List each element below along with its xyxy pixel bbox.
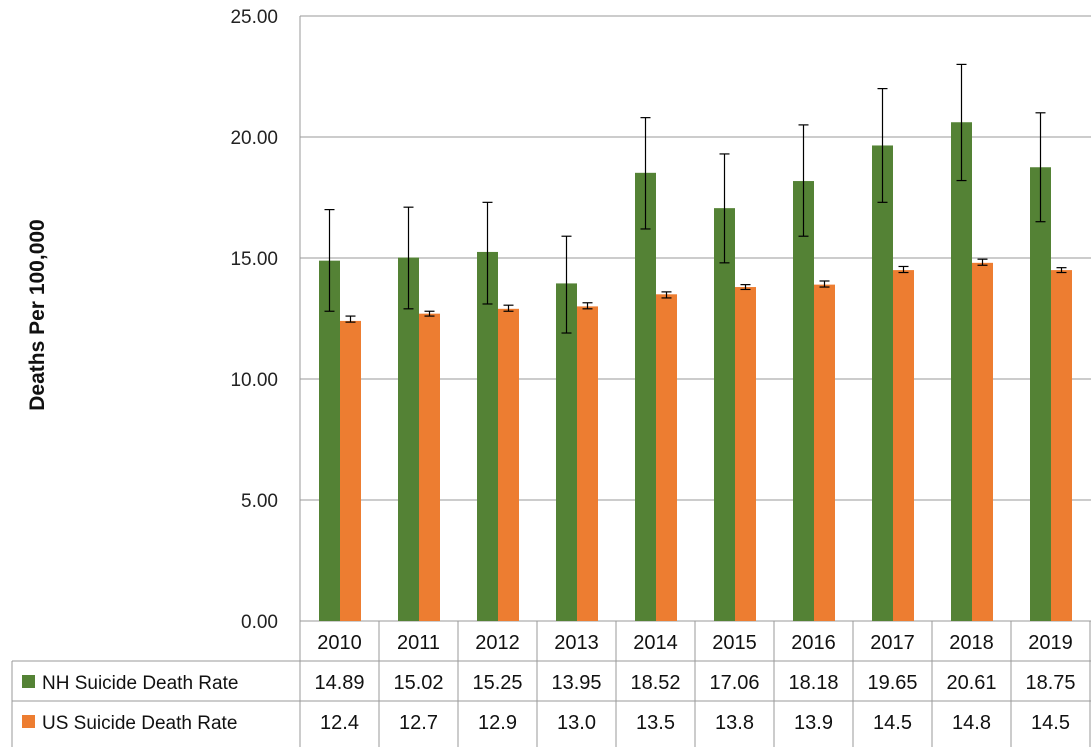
- x-tick-label: 2010: [317, 632, 362, 654]
- us-bar-2014: [656, 294, 677, 621]
- data-label: 18.52: [630, 672, 680, 694]
- error-bars: [324, 63, 1067, 334]
- nh-bar-2018: [951, 122, 972, 621]
- bars: [319, 122, 1072, 622]
- nh-bar-2016: [793, 181, 814, 621]
- x-tick-label: 2019: [1028, 632, 1073, 654]
- nh-bar-2019: [1030, 167, 1051, 621]
- legend-label: US Suicide Death Rate: [42, 713, 237, 734]
- nh-bar-2012: [477, 251, 498, 621]
- data-label: 14.89: [314, 672, 364, 694]
- us-bar-2013: [577, 306, 598, 621]
- data-label: 12.9: [478, 712, 517, 734]
- data-label: 13.0: [557, 712, 596, 734]
- legend-swatch: [22, 675, 35, 688]
- us-bar-2010: [340, 320, 361, 621]
- data-label: 20.61: [946, 672, 996, 694]
- x-tick-label: 2018: [949, 632, 994, 654]
- x-tick-label: 2014: [633, 632, 678, 654]
- nh-bar-2011: [398, 257, 419, 621]
- us-bar-2019: [1051, 270, 1072, 621]
- x-tick-label: 2016: [791, 632, 836, 654]
- us-bar-2018: [972, 262, 993, 621]
- nh-bar-2017: [872, 145, 893, 621]
- data-label: 12.7: [399, 712, 438, 734]
- data-label: 19.65: [867, 672, 917, 694]
- x-tick-label: 2012: [475, 632, 520, 654]
- data-label: 13.5: [636, 712, 675, 734]
- x-tick-label: 2013: [554, 632, 599, 654]
- us-bar-2011: [419, 313, 440, 621]
- y-tick-label: 5.00: [241, 491, 278, 512]
- data-label: 14.5: [1031, 712, 1070, 734]
- us-bar-2015: [735, 287, 756, 621]
- y-tick-label: 25.00: [230, 7, 278, 28]
- nh-bar-2014: [635, 172, 656, 622]
- data-label: 14.5: [873, 712, 912, 734]
- y-axis-label: Deaths Per 100,000: [26, 219, 49, 410]
- data-label: 13.8: [715, 712, 754, 734]
- x-tick-label: 2017: [870, 632, 915, 654]
- data-label: 12.4: [320, 712, 359, 734]
- nh-bar-2013: [556, 283, 577, 621]
- legend-label: NH Suicide Death Rate: [42, 673, 238, 694]
- data-table: 2010 2011 2012 2013 2014 2015 2016 2017 2018 2019…: [11, 621, 1091, 747]
- y-tick-label: 0.00: [241, 612, 278, 633]
- y-tick-label: 10.00: [230, 370, 278, 391]
- nh-bar-2015: [714, 208, 735, 621]
- data-label: 13.95: [551, 672, 601, 694]
- legend-swatch: [22, 715, 35, 728]
- data-label: 17.06: [709, 672, 759, 694]
- data-label: 15.25: [472, 672, 522, 694]
- data-label: 14.8: [952, 712, 991, 734]
- y-tick-label: 20.00: [230, 128, 278, 149]
- data-label: 13.9: [794, 712, 833, 734]
- y-tick-label: 15.00: [230, 249, 278, 270]
- data-label: 18.18: [788, 672, 838, 694]
- y-axis-ticks: 0.00 5.00 10.00 15.00 20.00 25.00: [230, 7, 278, 633]
- us-bar-2016: [814, 284, 835, 621]
- us-bar-2017: [893, 270, 914, 621]
- nh-bar-2010: [319, 260, 340, 621]
- x-tick-label: 2011: [397, 632, 440, 654]
- us-bar-2012: [498, 308, 519, 621]
- data-label: 18.75: [1025, 672, 1075, 694]
- x-tick-label: 2015: [712, 632, 757, 654]
- data-label: 15.02: [393, 672, 443, 694]
